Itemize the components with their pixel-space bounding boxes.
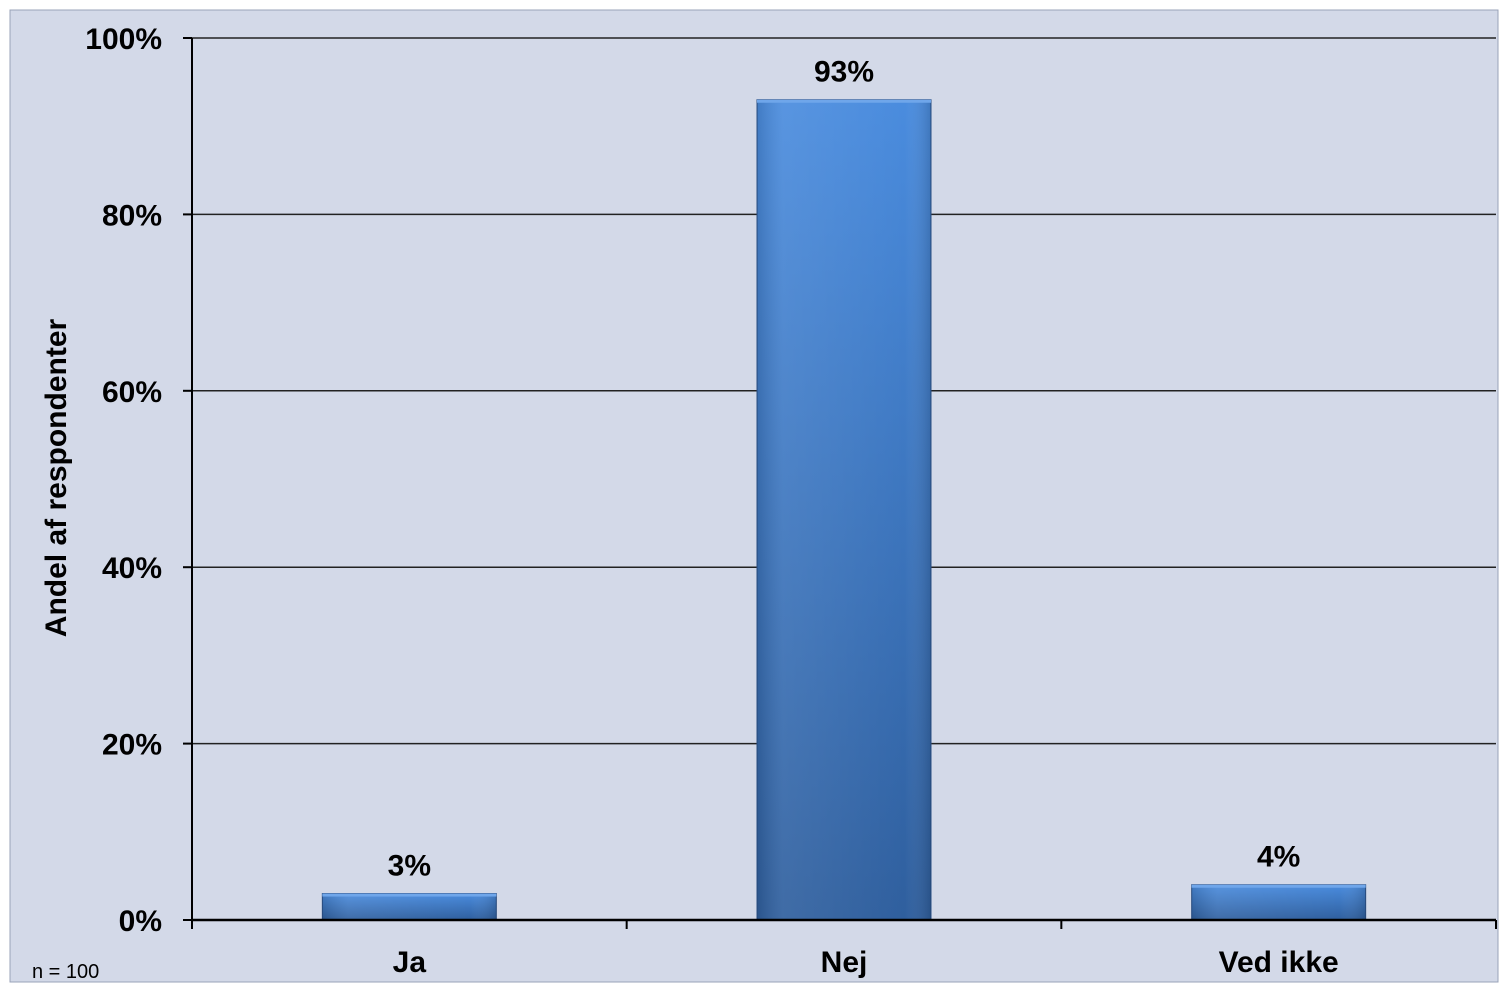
x-category-label: Ved ikke xyxy=(1219,946,1339,979)
data-label: 93% xyxy=(814,56,874,89)
sample-size-note: n = 100 xyxy=(32,961,99,983)
y-tick-label: 0% xyxy=(119,905,162,938)
bar-top-highlight xyxy=(1191,884,1366,888)
y-tick-label: 40% xyxy=(102,552,162,585)
labels: 0% 20% 40% 60% 80% 100% 3% Ja 93% Nej 4% Ved ikke xyxy=(85,23,1338,979)
bar-ved-ikke xyxy=(1191,884,1367,921)
axes xyxy=(183,37,1497,929)
y-axis-title: Andel af respondenter xyxy=(40,318,73,637)
y-tick-label: 60% xyxy=(102,376,162,409)
bar-nej xyxy=(756,99,932,921)
bar-top-highlight xyxy=(757,99,931,103)
y-tick-label: 80% xyxy=(102,199,162,232)
plot-background xyxy=(9,9,1499,983)
x-category-label: Nej xyxy=(821,946,868,979)
bar-top-highlight xyxy=(322,893,497,897)
data-label: 4% xyxy=(1257,841,1300,874)
data-label: 3% xyxy=(388,850,431,883)
x-category-label: Ja xyxy=(393,946,427,979)
y-tick-label: 20% xyxy=(102,729,162,762)
bar-ja xyxy=(321,893,497,921)
y-tick-label: 100% xyxy=(85,23,162,56)
